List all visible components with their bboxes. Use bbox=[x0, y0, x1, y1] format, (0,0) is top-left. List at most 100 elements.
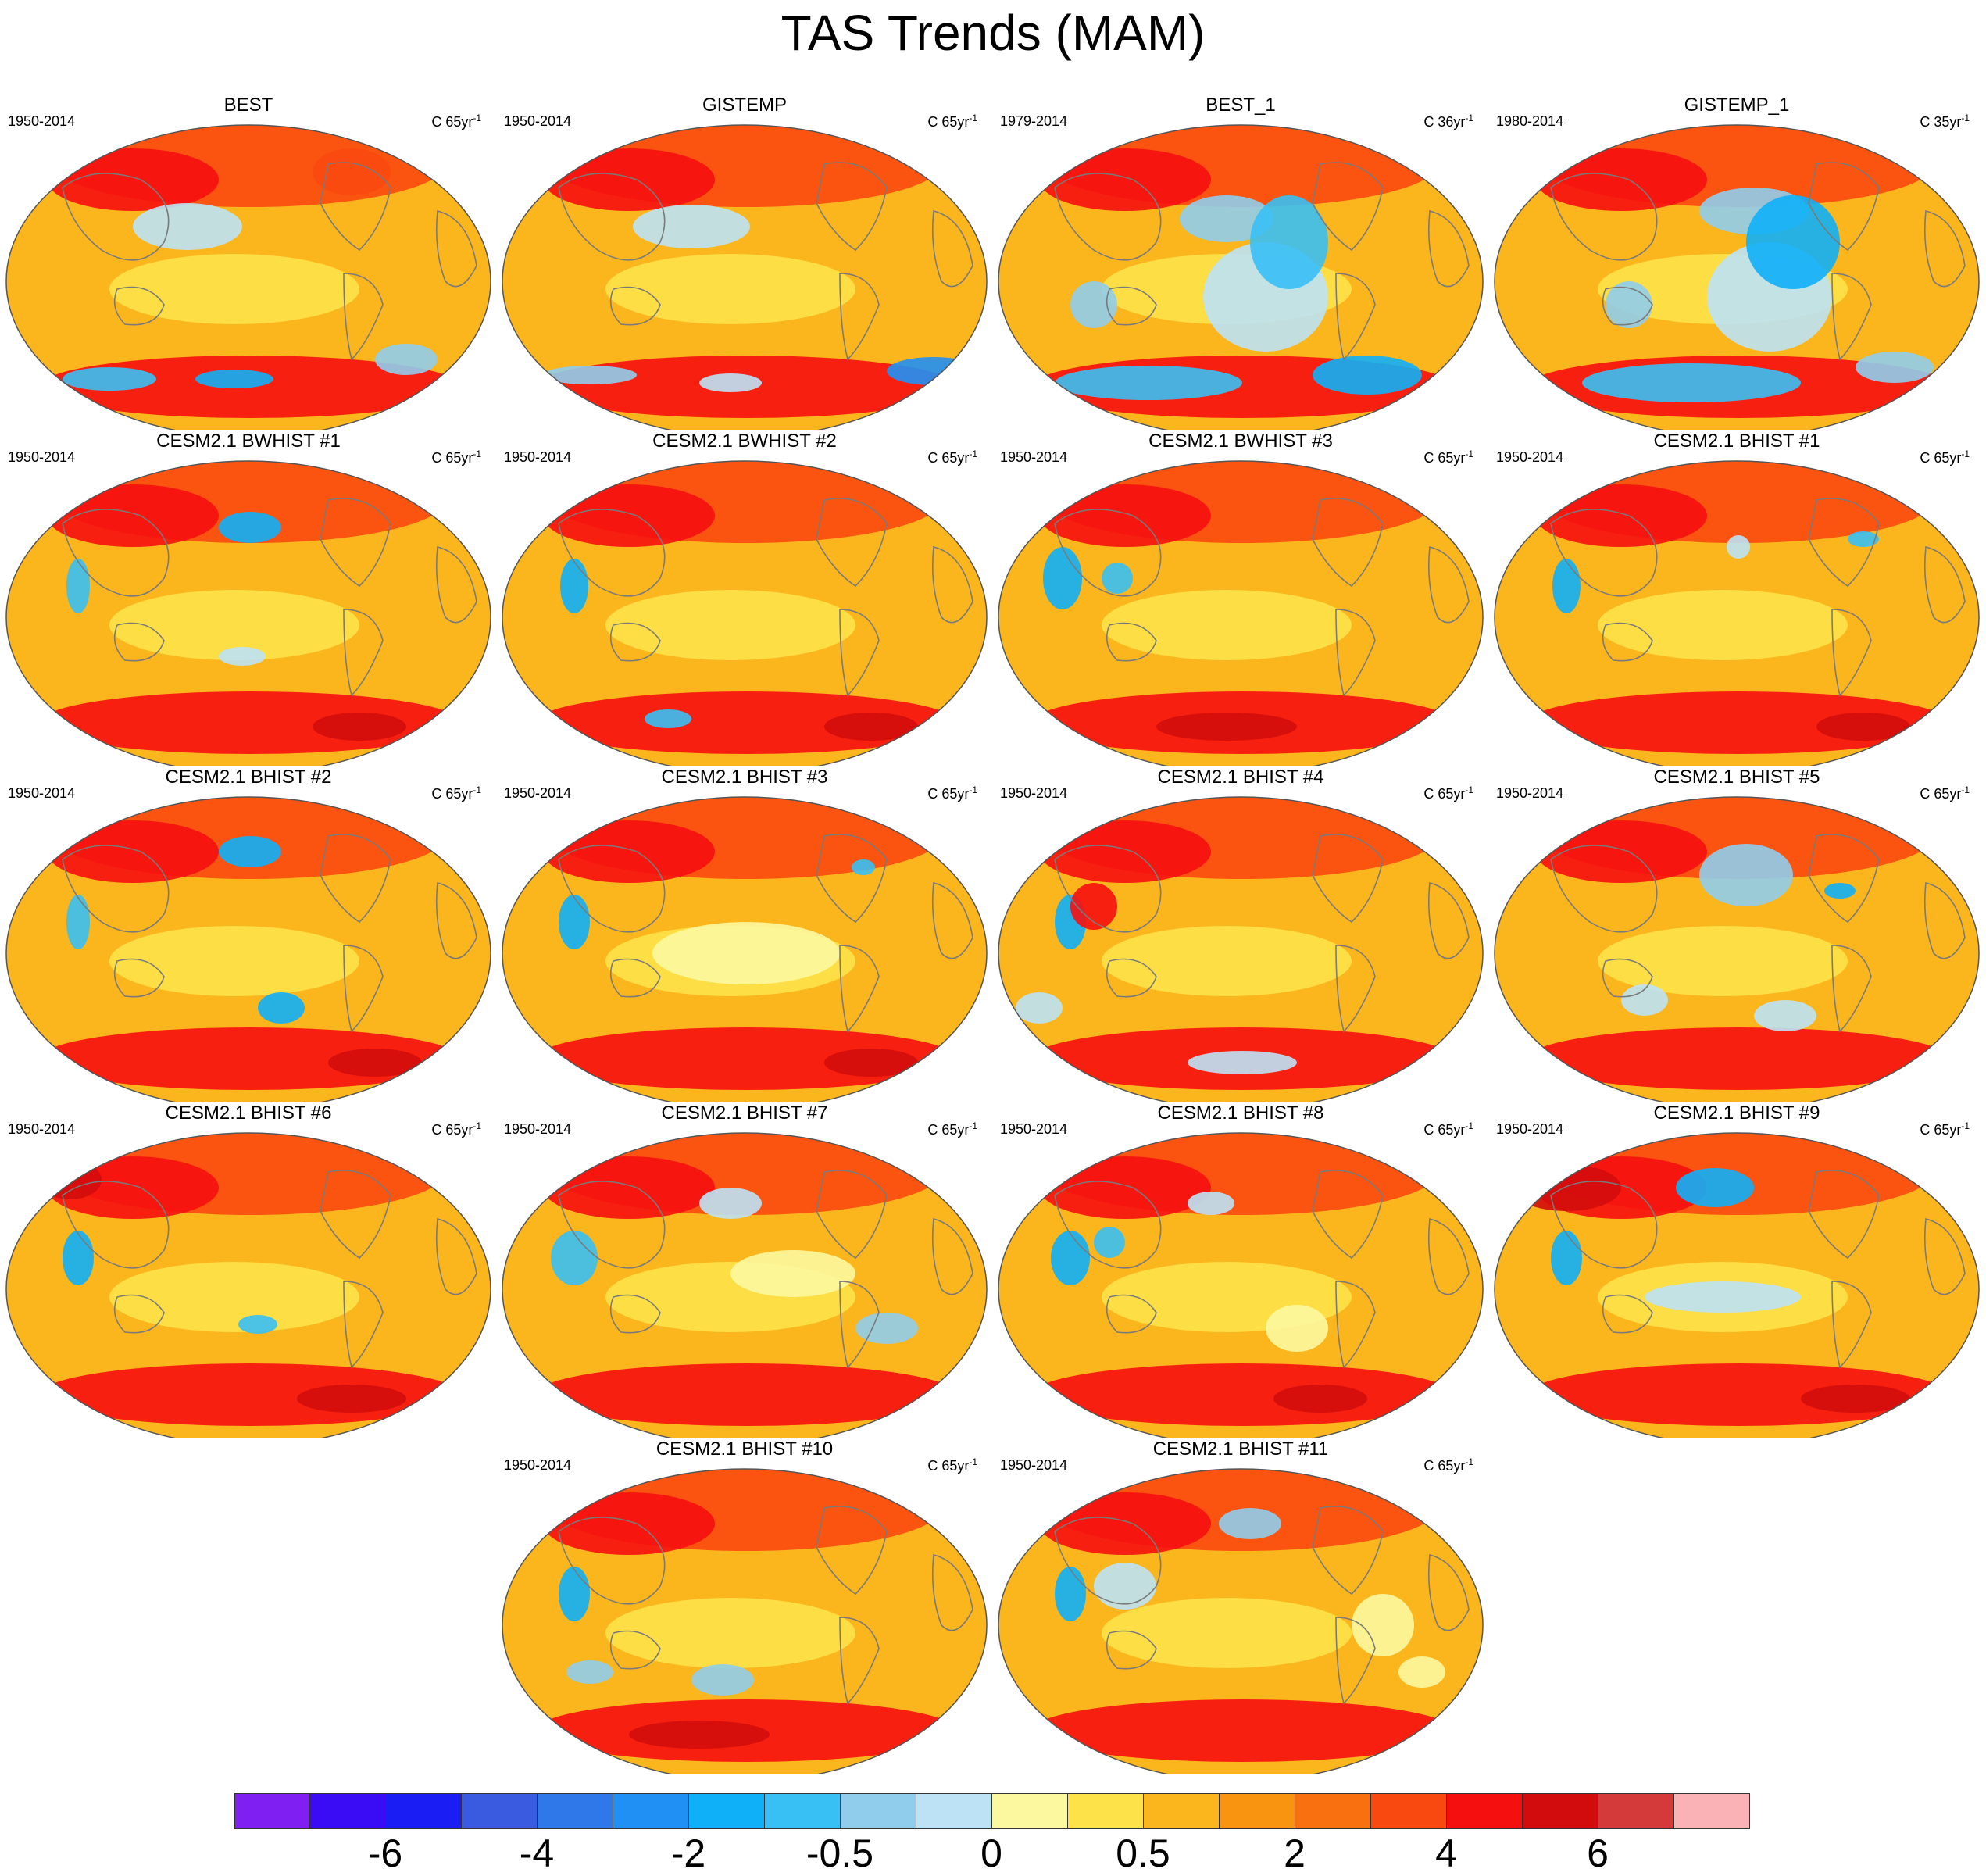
panel-units: C 65yr-1 bbox=[927, 445, 977, 466]
colorbar-tick-label: 6 bbox=[1587, 1831, 1609, 1875]
trend-region bbox=[824, 1049, 918, 1077]
trend-region bbox=[629, 1721, 770, 1749]
trend-region bbox=[1621, 984, 1668, 1016]
units-text: C 65yr bbox=[1920, 450, 1962, 466]
units-text: C 65yr bbox=[1423, 450, 1466, 466]
coastline bbox=[609, 622, 661, 662]
coastline bbox=[1054, 1517, 1162, 1605]
trend-region bbox=[1856, 352, 1934, 383]
coastline bbox=[343, 1281, 384, 1369]
coastline bbox=[558, 509, 666, 597]
trend-region bbox=[1102, 1598, 1352, 1668]
panel-period: 1950-2014 bbox=[504, 449, 572, 465]
map-panel: CESM2.1 BHIST #1 1950-2014 C 65yr-1 bbox=[1488, 430, 1985, 766]
units-text: C 65yr bbox=[431, 450, 473, 466]
units-exponent: -1 bbox=[969, 784, 977, 795]
map-panel: CESM2.1 BHIST #10 1950-2014 C 65yr-1 bbox=[496, 1438, 993, 1774]
trend-region bbox=[109, 1262, 359, 1332]
trend-region bbox=[652, 922, 840, 984]
units-exponent: -1 bbox=[969, 1120, 977, 1131]
trend-region bbox=[328, 1049, 422, 1077]
colorbar-box bbox=[462, 1793, 538, 1829]
coastline bbox=[558, 1181, 666, 1269]
trend-region bbox=[1676, 1168, 1754, 1207]
map-panel: CESM2.1 BWHIST #1 1950-2014 C 65yr-1 bbox=[0, 430, 497, 766]
trend-region bbox=[1535, 484, 1707, 547]
trend-region bbox=[66, 559, 90, 613]
panel-period: 1950-2014 bbox=[1000, 785, 1068, 801]
units-exponent: -1 bbox=[1465, 448, 1473, 459]
panel-period: 1950-2014 bbox=[504, 1457, 572, 1473]
map-svg bbox=[502, 796, 988, 1102]
map-panel: GISTEMP_1 1980-2014 C 35yr-1 bbox=[1488, 94, 1985, 430]
panel-title: CESM2.1 BHIST #10 bbox=[655, 1438, 834, 1460]
panel-period: 1950-2014 bbox=[1000, 449, 1068, 465]
panel-title: CESM2.1 BHIST #2 bbox=[165, 766, 332, 788]
coastline bbox=[1054, 845, 1162, 933]
trend-region bbox=[1031, 1699, 1453, 1762]
colorbar-tick-label: 2 bbox=[1284, 1831, 1306, 1875]
trend-region bbox=[1102, 563, 1133, 594]
colorbar-box bbox=[1447, 1793, 1523, 1829]
trend-region bbox=[109, 590, 359, 660]
coastline bbox=[1602, 622, 1653, 662]
coastline bbox=[320, 498, 391, 588]
colorbar-box bbox=[386, 1793, 462, 1829]
coastline bbox=[1831, 1281, 1872, 1369]
units-text: C 35yr bbox=[1920, 114, 1962, 130]
trend-region bbox=[855, 1313, 918, 1344]
colorbar-box bbox=[992, 1793, 1068, 1829]
panel-title: CESM2.1 BHIST #6 bbox=[165, 1102, 332, 1124]
trend-region bbox=[1250, 195, 1328, 289]
coastline bbox=[1106, 1630, 1157, 1670]
panel-period: 1950-2014 bbox=[8, 113, 76, 129]
trend-region bbox=[219, 512, 281, 543]
trend-region bbox=[1313, 356, 1422, 395]
colorbar-box bbox=[1598, 1793, 1674, 1829]
map-border bbox=[1494, 796, 1980, 1102]
panel-units: C 65yr-1 bbox=[1423, 1453, 1473, 1474]
trend-region bbox=[566, 1660, 613, 1684]
panel-title: GISTEMP_1 bbox=[1684, 95, 1790, 116]
trend-region bbox=[633, 205, 750, 248]
coastline bbox=[113, 958, 165, 998]
panel-title: BEST_1 bbox=[1206, 95, 1276, 116]
trend-region bbox=[543, 366, 637, 384]
coastline bbox=[436, 881, 477, 959]
coastline bbox=[1831, 609, 1872, 697]
trend-region bbox=[219, 647, 266, 666]
trend-region bbox=[1535, 148, 1707, 211]
coastline bbox=[1924, 1217, 1966, 1295]
units-exponent: -1 bbox=[473, 784, 481, 795]
map-svg bbox=[502, 1468, 988, 1774]
panel-units: C 65yr-1 bbox=[927, 781, 977, 802]
units-text: C 65yr bbox=[1920, 786, 1962, 802]
coastline bbox=[558, 173, 666, 261]
map-panel: CESM2.1 BHIST #3 1950-2014 C 65yr-1 bbox=[496, 766, 993, 1102]
coastline bbox=[436, 545, 477, 624]
trend-region bbox=[313, 148, 391, 195]
trend-region bbox=[1512, 1164, 1621, 1211]
trend-region bbox=[1699, 844, 1793, 906]
trend-region bbox=[1094, 1227, 1125, 1258]
trend-region bbox=[63, 1231, 94, 1285]
units-text: C 65yr bbox=[431, 1122, 473, 1138]
trend-region bbox=[63, 367, 156, 391]
trend-region bbox=[109, 926, 359, 996]
map-border bbox=[5, 796, 491, 1102]
map-svg bbox=[998, 796, 1484, 1102]
coastline bbox=[816, 498, 888, 588]
coastline bbox=[1831, 945, 1872, 1033]
colorbar-tick-label: -2 bbox=[670, 1831, 706, 1875]
coastline bbox=[436, 209, 477, 288]
map-svg bbox=[1494, 124, 1980, 430]
units-text: C 65yr bbox=[1423, 786, 1466, 802]
units-text: C 65yr bbox=[927, 1458, 970, 1474]
panel-units: C 65yr-1 bbox=[1920, 445, 1970, 466]
trend-region bbox=[1746, 195, 1840, 289]
coastline bbox=[558, 845, 666, 933]
trend-region bbox=[605, 590, 855, 660]
panel-period: 1950-2014 bbox=[8, 1121, 76, 1137]
map-border bbox=[5, 460, 491, 766]
trend-region bbox=[1156, 713, 1297, 741]
